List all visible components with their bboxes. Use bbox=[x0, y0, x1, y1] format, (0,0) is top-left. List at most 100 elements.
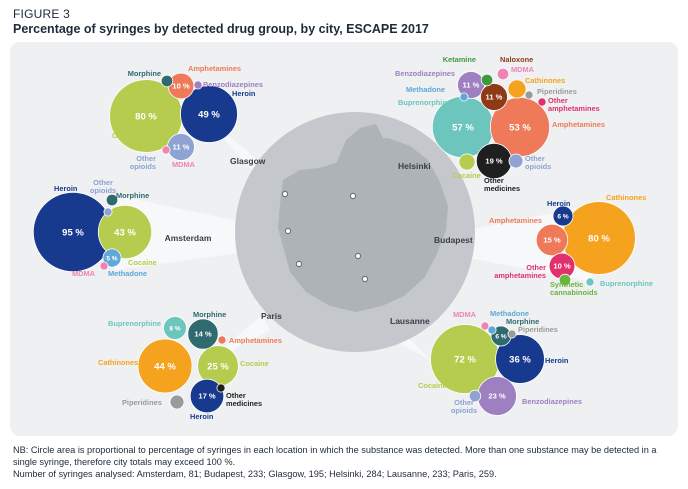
footnote-nb: NB: Circle area is proportional to perce… bbox=[13, 445, 657, 467]
name-label-line: Other bbox=[93, 178, 113, 187]
name-label-amsterdam-methadone: Methadone bbox=[108, 269, 147, 278]
name-label-paris-heroin: Heroin bbox=[190, 412, 214, 421]
name-label-line: opioids bbox=[130, 162, 156, 171]
name-label-line: Other bbox=[226, 391, 246, 400]
name-label-line: Other bbox=[525, 154, 545, 163]
bubble-glasgow-benzodiazepines bbox=[193, 80, 203, 90]
bubble-helsinki-cocaine bbox=[458, 153, 476, 171]
bubble-helsinki-cathinones bbox=[507, 79, 527, 99]
value-label-helsinki-benzodiazepines: 11 % bbox=[463, 81, 480, 90]
value-label-glasgow-other-opioids: 11 % bbox=[173, 143, 190, 152]
bubble-amsterdam-morphine bbox=[105, 193, 119, 207]
name-label-helsinki-cathinones: Cathinones bbox=[525, 76, 565, 85]
name-label-helsinki-other-medicines: Other medicines bbox=[484, 176, 520, 193]
name-label-budapest-cathinones: Cathinones bbox=[606, 193, 646, 202]
name-label-helsinki-benzodiazepines: Benzodiazepines bbox=[395, 69, 455, 78]
bubble-chart: Glasgow 80 % 49 % 11 % 10 % Cocaine Heroin Amph… bbox=[10, 42, 678, 436]
name-label-helsinki-methadone: Methadone bbox=[406, 85, 445, 94]
value-label-lausanne-cocaine: 72 % bbox=[454, 354, 476, 365]
name-label-glasgow-cocaine: Cocaine bbox=[112, 131, 141, 140]
name-label-paris-buprenorphine: Buprenorphine bbox=[108, 319, 161, 328]
value-label-helsinki-buprenorphine: 57 % bbox=[452, 122, 474, 133]
name-label-budapest-other-amphetamines: Other amphetamines bbox=[494, 263, 546, 280]
chart-title: Percentage of syringes by detected drug … bbox=[13, 22, 429, 36]
name-label-lausanne-methadone: Methadone bbox=[490, 309, 529, 318]
name-label-lausanne-other-opioids: Other opioids bbox=[451, 398, 477, 415]
value-label-helsinki-amphetamines: 53 % bbox=[509, 122, 531, 133]
name-label-glasgow-amphetamines: Amphetamines bbox=[188, 64, 241, 73]
city-label-lausanne: Lausanne bbox=[390, 316, 430, 326]
value-label-paris-heroin: 17 % bbox=[198, 392, 216, 401]
name-label-amsterdam-morphine: Morphine bbox=[116, 191, 149, 200]
name-label-line: opioids bbox=[90, 186, 116, 195]
bubble-helsinki-other-amphetamines bbox=[537, 97, 547, 107]
name-label-glasgow-benzodiazepines: Benzodiazepines bbox=[203, 80, 263, 89]
bubble-paris-heroin bbox=[189, 378, 225, 414]
figure-label: FIGURE 3 bbox=[13, 7, 70, 21]
name-label-paris-other-medicines: Other medicines bbox=[226, 391, 262, 408]
name-label-helsinki-mdma: MDMA bbox=[511, 65, 535, 74]
value-label-glasgow-amphetamines: 10 % bbox=[172, 82, 190, 91]
name-label-line: opioids bbox=[525, 162, 551, 171]
value-label-budapest-cathinones: 80 % bbox=[588, 233, 610, 244]
value-label-paris-cathinones: 44 % bbox=[154, 361, 176, 372]
name-label-line: amphetamines bbox=[494, 271, 546, 280]
value-label-budapest-heroin: 6 % bbox=[557, 213, 568, 220]
city-label-glasgow: Glasgow bbox=[230, 156, 266, 166]
map-landmass bbox=[278, 138, 448, 312]
name-label-paris-cocaine: Cocaine bbox=[240, 359, 269, 368]
bubble-amsterdam-cocaine bbox=[97, 204, 153, 260]
map-uk-island bbox=[290, 186, 306, 218]
value-label-amsterdam-heroin: 95 % bbox=[62, 227, 84, 238]
value-label-budapest-other-amphetamines: 10 % bbox=[553, 262, 571, 271]
name-label-amsterdam-cocaine: Cocaine bbox=[128, 258, 157, 267]
value-label-helsinki-other-medicines: 19 % bbox=[485, 157, 503, 166]
name-label-lausanne-mdma: MDMA bbox=[453, 310, 477, 319]
name-label-helsinki-amphetamines: Amphetamines bbox=[552, 120, 605, 129]
name-label-helsinki-ketamine: Ketamine bbox=[443, 55, 476, 64]
name-label-lausanne-piperidines: Piperidines bbox=[518, 325, 558, 334]
city-label-paris: Paris bbox=[261, 311, 282, 321]
bubble-helsinki-naloxone bbox=[480, 83, 508, 111]
name-label-lausanne-morphine: Morphine bbox=[506, 317, 539, 326]
bubble-helsinki-other-opioids bbox=[508, 153, 524, 169]
value-label-glasgow-cocaine: 80 % bbox=[135, 111, 157, 122]
name-label-paris-piperidines: Piperidines bbox=[122, 398, 162, 407]
name-label-helsinki-buprenorphine: Buprenorphine bbox=[398, 98, 451, 107]
value-label-budapest-amphetamines: 15 % bbox=[543, 236, 561, 245]
value-label-helsinki-naloxone: 11 % bbox=[486, 93, 503, 102]
name-label-helsinki-piperidines: Piperidines bbox=[537, 87, 577, 96]
name-label-line: Other bbox=[454, 398, 474, 407]
name-label-line: Other bbox=[484, 176, 504, 185]
value-label-lausanne-heroin: 36 % bbox=[509, 354, 531, 365]
name-label-line: medicines bbox=[226, 399, 262, 408]
bubble-helsinki-methadone bbox=[459, 92, 469, 102]
value-label-glasgow-heroin: 49 % bbox=[198, 109, 220, 120]
name-label-line: Synthetic bbox=[550, 280, 583, 289]
name-label-line: opioids bbox=[451, 406, 477, 415]
bubble-budapest-buprenorphine bbox=[585, 277, 595, 287]
name-label-glasgow-heroin: Heroin bbox=[232, 89, 256, 98]
bubble-helsinki-piperidines bbox=[524, 90, 534, 100]
name-label-paris-morphine: Morphine bbox=[193, 310, 226, 319]
name-label-amsterdam-mdma: MDMA bbox=[72, 269, 96, 278]
name-label-glasgow-mdma: MDMA bbox=[172, 160, 196, 169]
value-label-paris-buprenorphine: 8 % bbox=[169, 325, 180, 332]
bubble-budapest-amphetamines bbox=[535, 223, 569, 257]
city-label-helsinki: Helsinki bbox=[398, 161, 431, 171]
bubble-glasgow-mdma bbox=[161, 145, 171, 155]
bubble-paris-cathinones bbox=[137, 338, 193, 394]
europe-map bbox=[235, 112, 475, 352]
city-label-budapest: Budapest bbox=[434, 235, 473, 245]
bubble-glasgow-morphine bbox=[160, 74, 174, 88]
bubble-amsterdam-mdma bbox=[99, 261, 109, 271]
value-label-paris-cocaine: 25 % bbox=[207, 361, 229, 372]
name-label-helsinki-cocaine: Cocaine bbox=[452, 171, 481, 180]
bubbles-layer bbox=[32, 67, 636, 416]
value-label-amsterdam-methadone: 5 % bbox=[106, 255, 117, 262]
name-label-amsterdam-other-opioids: Other opioids bbox=[90, 178, 116, 195]
bubble-lausanne-methadone bbox=[487, 325, 497, 335]
bubble-amsterdam-methadone bbox=[102, 248, 122, 268]
name-label-helsinki-naloxone: Naloxone bbox=[500, 55, 533, 64]
city-marker-amsterdam bbox=[284, 227, 292, 235]
